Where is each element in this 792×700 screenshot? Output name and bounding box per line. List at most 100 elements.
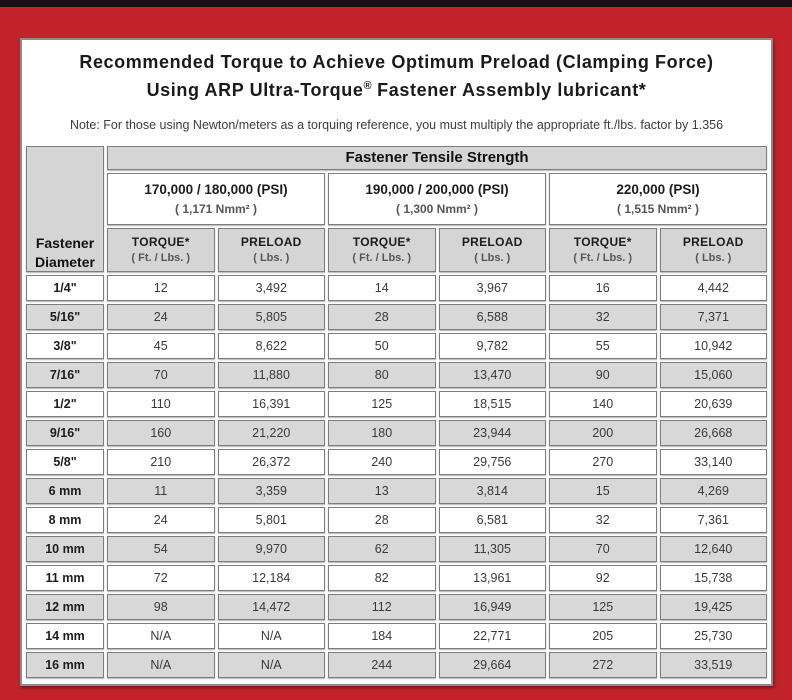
- value-cell: 32: [549, 506, 657, 533]
- diameter-cell: 11 mm: [26, 564, 104, 591]
- value-cell: 180: [328, 419, 436, 446]
- value-cell: 13: [328, 477, 436, 504]
- psi-value: 220,000 (PSI): [616, 181, 700, 197]
- psi-value: 190,000 / 200,000 (PSI): [365, 181, 509, 197]
- psi-group-header-190-200: 190,000 / 200,000 (PSI) ( 1,300 Nmm² ): [328, 172, 546, 225]
- table-row: 5/16" 24 5,805 28 6,588 32 7,371: [26, 303, 767, 330]
- table-row: 6 mm 11 3,359 13 3,814 15 4,269: [26, 477, 767, 504]
- value-cell: 3,814: [438, 477, 546, 504]
- value-cell: 205: [549, 622, 657, 649]
- value-cell: 184: [328, 622, 436, 649]
- diameter-cell: 9/16": [26, 419, 104, 446]
- diameter-cell: 1/4": [26, 274, 104, 301]
- table-row: 8 mm 24 5,801 28 6,581 32 7,361: [26, 506, 767, 533]
- value-cell: 16: [549, 274, 657, 301]
- torque-label: TORQUE*: [131, 235, 190, 250]
- table-row: 12 mm 98 14,472 112 16,949 125 19,425: [26, 593, 767, 620]
- value-cell: 20,639: [659, 390, 767, 417]
- value-cell: 7,371: [659, 303, 767, 330]
- value-cell: 15,060: [659, 361, 767, 388]
- title-line-2: Using ARP Ultra-Torque® Fastener Assembl…: [22, 77, 771, 105]
- value-cell: 13,470: [438, 361, 546, 388]
- psi-group-header-170-180: 170,000 / 180,000 (PSI) ( 1,171 Nmm² ): [107, 172, 325, 225]
- value-cell: 50: [328, 332, 436, 359]
- value-cell: N/A: [217, 622, 325, 649]
- table-row: 1/4" 12 3,492 14 3,967 16 4,442: [26, 274, 767, 301]
- value-cell: 6,588: [438, 303, 546, 330]
- value-cell: 16,949: [438, 593, 546, 620]
- table-header: Fastener Diameter Fastener Tensile Stren…: [26, 145, 767, 272]
- corner-header-line-1: Fastener: [35, 235, 95, 252]
- torque-units: ( Ft. / Lbs. ): [573, 252, 633, 265]
- value-cell: 8,622: [217, 332, 325, 359]
- table-row: 10 mm 54 9,970 62 11,305 70 12,640: [26, 535, 767, 562]
- value-cell: N/A: [217, 651, 325, 678]
- value-cell: 33,519: [659, 651, 767, 678]
- value-cell: 70: [549, 535, 657, 562]
- preload-units: ( Lbs. ): [474, 252, 511, 265]
- torque-column-header: TORQUE* ( Ft. / Lbs. ): [328, 227, 436, 272]
- value-cell: 244: [328, 651, 436, 678]
- value-cell: 28: [328, 506, 436, 533]
- nmm-value: ( 1,515 Nmm² ): [616, 201, 700, 216]
- value-cell: 32: [549, 303, 657, 330]
- preload-units: ( Lbs. ): [253, 252, 290, 265]
- value-cell: 11,880: [217, 361, 325, 388]
- value-cell: 272: [549, 651, 657, 678]
- value-cell: 140: [549, 390, 657, 417]
- preload-column-header: PRELOAD ( Lbs. ): [217, 227, 325, 272]
- preload-label: PRELOAD: [461, 235, 523, 250]
- torque-label: TORQUE*: [573, 235, 632, 250]
- value-cell: 72: [107, 564, 215, 591]
- torque-table: Fastener Diameter Fastener Tensile Stren…: [23, 143, 770, 681]
- column-header-row: TORQUE* ( Ft. / Lbs. ) PRELOAD ( Lbs. ) …: [26, 227, 767, 272]
- value-cell: 200: [549, 419, 657, 446]
- registered-trademark-symbol: ®: [363, 79, 372, 92]
- value-cell: 92: [549, 564, 657, 591]
- diameter-cell: 6 mm: [26, 477, 104, 504]
- value-cell: 6,581: [438, 506, 546, 533]
- value-cell: 3,492: [217, 274, 325, 301]
- value-cell: 110: [107, 390, 215, 417]
- torque-column-header: TORQUE* ( Ft. / Lbs. ): [107, 227, 215, 272]
- value-cell: 62: [328, 535, 436, 562]
- content-panel: Recommended Torque to Achieve Optimum Pr…: [20, 38, 773, 686]
- top-dark-strip: [0, 0, 792, 7]
- value-cell: 240: [328, 448, 436, 475]
- table-row: 9/16" 160 21,220 180 23,944 200 26,668: [26, 419, 767, 446]
- value-cell: 80: [328, 361, 436, 388]
- value-cell: 24: [107, 506, 215, 533]
- value-cell: 270: [549, 448, 657, 475]
- table-row: 5/8" 210 26,372 240 29,756 270 33,140: [26, 448, 767, 475]
- torque-units: ( Ft. / Lbs. ): [131, 252, 191, 265]
- note-text: Note: For those using Newton/meters as a…: [69, 117, 724, 132]
- value-cell: 26,372: [217, 448, 325, 475]
- value-cell: 14: [328, 274, 436, 301]
- value-cell: 24: [107, 303, 215, 330]
- value-cell: 14,472: [217, 593, 325, 620]
- torque-units: ( Ft. / Lbs. ): [352, 252, 412, 265]
- value-cell: 210: [107, 448, 215, 475]
- diameter-cell: 10 mm: [26, 535, 104, 562]
- value-cell: 12,640: [659, 535, 767, 562]
- table-row: 7/16" 70 11,880 80 13,470 90 15,060: [26, 361, 767, 388]
- preload-label: PRELOAD: [682, 235, 744, 250]
- preload-column-header: PRELOAD ( Lbs. ): [438, 227, 546, 272]
- tensile-strength-header: Fastener Tensile Strength: [107, 145, 767, 170]
- value-cell: 98: [107, 593, 215, 620]
- value-cell: 12: [107, 274, 215, 301]
- psi-value: 170,000 / 180,000 (PSI): [144, 181, 288, 197]
- nmm-value: ( 1,300 Nmm² ): [395, 201, 479, 216]
- value-cell: 28: [328, 303, 436, 330]
- diameter-cell: 3/8": [26, 332, 104, 359]
- value-cell: 5,801: [217, 506, 325, 533]
- table-row: 14 mm N/A N/A 184 22,771 205 25,730: [26, 622, 767, 649]
- diameter-cell: 1/2": [26, 390, 104, 417]
- value-cell: 160: [107, 419, 215, 446]
- value-cell: 11: [107, 477, 215, 504]
- value-cell: 7,361: [659, 506, 767, 533]
- page-title: Recommended Torque to Achieve Optimum Pr…: [22, 40, 771, 105]
- value-cell: 19,425: [659, 593, 767, 620]
- value-cell: 11,305: [438, 535, 546, 562]
